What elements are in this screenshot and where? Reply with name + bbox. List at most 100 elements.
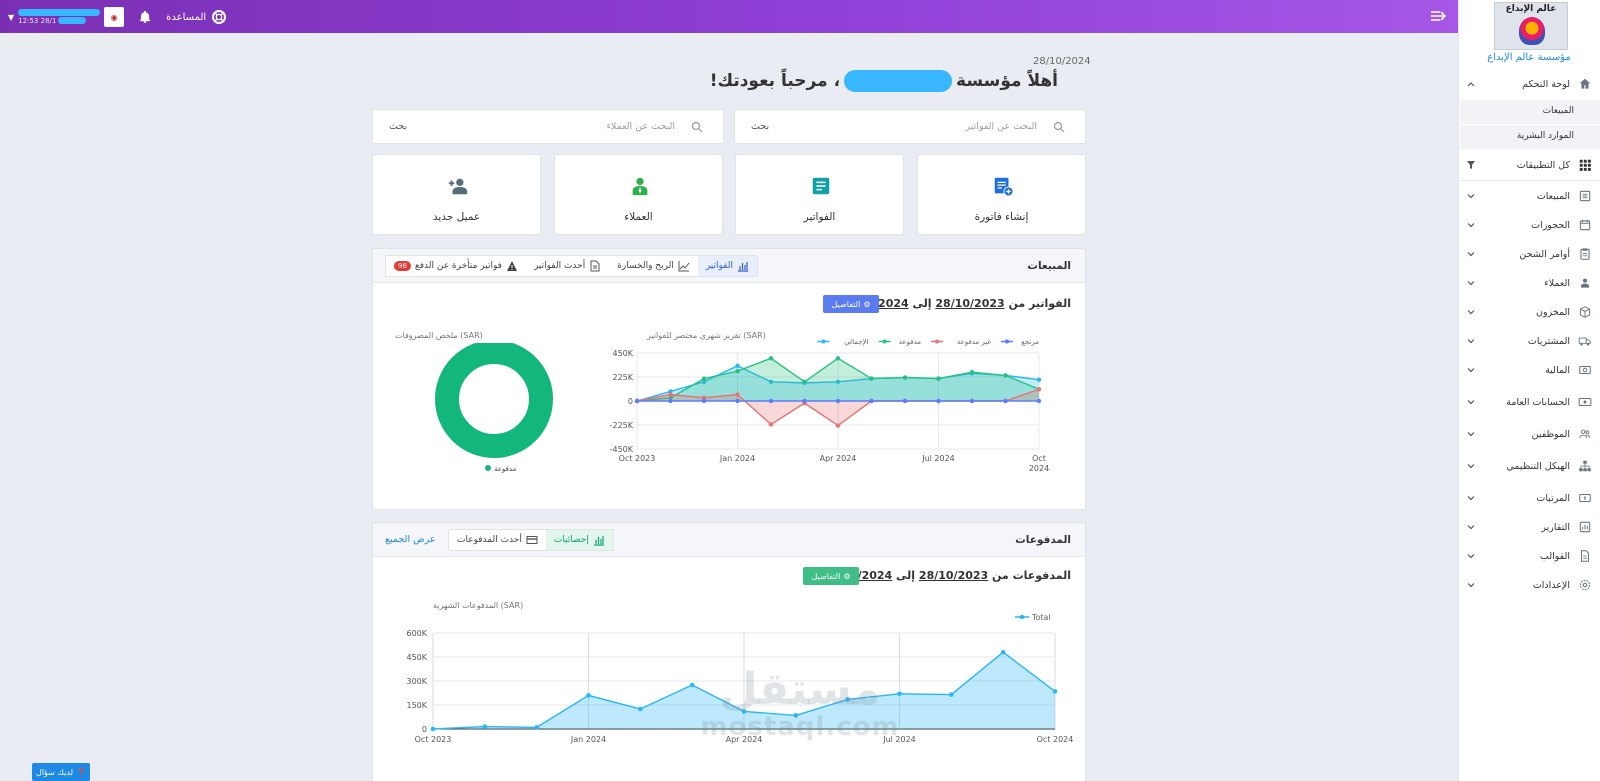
sidebar-item-bar-chart[interactable]: التقارير <box>1458 513 1600 541</box>
sidebar-toggle-icon[interactable] <box>1430 9 1446 23</box>
logo[interactable]: عالم الإبداع <box>1494 2 1568 50</box>
sidebar-item-list[interactable]: المبيعات <box>1458 182 1600 210</box>
users-icon <box>1580 278 1590 288</box>
search-clients-button[interactable]: بحث <box>389 121 408 132</box>
x-tick-label: Jan 2024 <box>570 735 606 744</box>
y-tick-label: 150K <box>406 701 427 710</box>
caret-down-icon[interactable]: ▼ <box>8 12 15 22</box>
chevron-down-icon[interactable] <box>1466 551 1476 561</box>
sidebar-item-truck[interactable]: المشتريات <box>1458 327 1600 355</box>
ask-question-button[interactable]: لديك سؤال ❓ <box>32 763 90 781</box>
payments-panel-header: المدفوعات إحصائيات أحدث المدفوعات عرض ال… <box>373 523 1085 557</box>
sidebar-item-payroll[interactable]: المرتبات <box>1458 484 1600 512</box>
company-name-redacted <box>844 70 953 92</box>
sidebar-item-label: أوامر الشحن <box>1519 248 1570 260</box>
sidebar-subitem-sales[interactable]: المبيعات <box>1460 100 1600 124</box>
chevron-up-icon[interactable] <box>1466 79 1476 89</box>
question-icon: ❓ <box>76 767 86 777</box>
legend-swatch-dot <box>882 339 887 344</box>
tab-latest-invoices[interactable]: أحدث الفواتير <box>526 256 609 276</box>
sidebar-item-box[interactable]: المخزون <box>1458 298 1600 326</box>
data-point-paid <box>969 370 975 375</box>
search-invoices-button[interactable]: بحث <box>751 121 770 132</box>
sidebar-item-all-apps[interactable]: كل التطبيقات <box>1458 151 1600 179</box>
sidebar-item-dashboard[interactable]: لوحة التحكم <box>1458 70 1600 98</box>
add-document-icon <box>994 177 1014 197</box>
tab-invoices[interactable]: الفواتير <box>697 256 757 276</box>
search-invoices-card[interactable]: البحث عن الفواتير بحث <box>734 109 1086 144</box>
sidebar-item-file[interactable]: القوالب <box>1458 542 1600 570</box>
chevron-down-icon[interactable] <box>1466 365 1476 375</box>
sidebar-item-clipboard[interactable]: أوامر الشحن <box>1458 240 1600 268</box>
x-tick-label: Jan 2024 <box>719 454 755 463</box>
create-invoice-tile[interactable]: إنشاء فاتورة <box>917 154 1086 235</box>
tab-overdue-invoices[interactable]: فواتير متأخرة عن الدفع 96 <box>386 256 526 276</box>
chevron-down-icon[interactable] <box>1466 493 1476 503</box>
chevron-down-icon[interactable] <box>1466 461 1476 471</box>
chevron-down-icon[interactable] <box>1466 249 1476 259</box>
data-point-total <box>689 682 695 688</box>
avatar[interactable]: ◉ <box>104 7 125 27</box>
data-point-returned <box>634 398 640 404</box>
clients-tile[interactable]: العملاء <box>554 154 723 235</box>
chevron-down-icon[interactable] <box>1466 580 1476 590</box>
sidebar-item-hierarchy[interactable]: الهيكل التنظيمي <box>1458 452 1600 480</box>
filter-icon[interactable] <box>1466 160 1476 170</box>
tab-profit-loss[interactable]: الربح والخسارة <box>609 256 698 276</box>
view-all-link[interactable]: عرض الجميع <box>385 534 436 545</box>
x-tick-label: Jul 2024 <box>882 735 916 744</box>
data-point-total <box>768 379 774 384</box>
sidebar-item-label: العملاء <box>1544 277 1570 289</box>
tab-stats[interactable]: إحصائيات <box>545 530 613 550</box>
bar-chart-icon <box>1579 521 1591 533</box>
chevron-down-icon[interactable] <box>1466 191 1476 201</box>
chevron-down-icon[interactable] <box>1466 397 1476 407</box>
data-point-total <box>845 697 850 702</box>
search-clients-input[interactable]: البحث عن العملاء <box>606 121 675 132</box>
home-icon <box>1579 78 1591 89</box>
new-client-tile[interactable]: عميل جديد <box>372 154 541 235</box>
x-tick-label: Oct 2023 <box>619 454 656 463</box>
user-menu[interactable]: ▼ 12:53 28/1 ◉ <box>8 7 125 27</box>
sidebar-item-gear[interactable]: الإعدادات <box>1458 571 1600 599</box>
sidebar-item-label: المرتبات <box>1536 492 1570 504</box>
help-button[interactable]: المساعدة <box>166 9 227 25</box>
data-point-paid <box>835 356 841 361</box>
tab-latest-payments[interactable]: أحدث المدفوعات <box>449 530 546 550</box>
warning-icon <box>506 261 517 271</box>
bar-chart-icon <box>737 262 748 272</box>
bell-icon[interactable] <box>138 10 152 24</box>
chevron-down-icon[interactable] <box>1466 336 1476 346</box>
sidebar-subitem-hr[interactable]: الموارد البشرية <box>1460 125 1600 149</box>
chevron-down-icon[interactable] <box>1466 522 1476 532</box>
data-point-total <box>1000 649 1006 655</box>
sidebar-item-calendar[interactable]: الحجوزات <box>1458 211 1600 239</box>
chevron-down-icon[interactable] <box>1466 278 1476 288</box>
sales-details-button[interactable]: التفاصيل ⚙ <box>823 295 879 313</box>
user-info[interactable]: 12:53 28/1 <box>18 8 101 26</box>
sidebar-item-users[interactable]: العملاء <box>1458 269 1600 297</box>
sidebar-item-label: كل التطبيقات <box>1516 159 1570 171</box>
invoices-tile[interactable]: الفواتير <box>735 154 904 235</box>
search-invoices-input[interactable]: البحث عن الفواتير <box>965 121 1037 132</box>
search-clients-card[interactable]: البحث عن العملاء بحث <box>372 109 724 144</box>
donut-caption: ملخص المصروفات (SAR) <box>395 331 483 340</box>
series-area-total <box>433 652 1055 729</box>
logo-text: عالم الإبداع <box>1505 4 1557 14</box>
search-icon <box>1053 121 1065 133</box>
data-point-paid <box>768 356 774 361</box>
chevron-down-icon[interactable] <box>1466 220 1476 230</box>
sidebar-item-people[interactable]: الموظفين <box>1458 420 1600 448</box>
payments-details-button[interactable]: التفاصيل ⚙ <box>803 567 859 585</box>
sales-tabs: الفواتير الربح والخسارة أحدث الفواتير فو… <box>385 255 758 277</box>
sidebar-item-money[interactable]: المالية <box>1458 356 1600 384</box>
sidebar-item-label: المخزون <box>1536 306 1570 318</box>
sidebar-item-label: القوالب <box>1539 550 1570 562</box>
sidebar-item-cash[interactable]: الحسابات العامة <box>1458 388 1600 416</box>
data-point-total <box>1036 377 1042 382</box>
chevron-down-icon[interactable] <box>1466 307 1476 317</box>
sales-panel-header: المبيعات الفواتير الربح والخسارة أحدث ال… <box>373 249 1085 283</box>
chevron-down-icon[interactable] <box>1466 429 1476 439</box>
data-point-paid <box>701 376 707 381</box>
sidebar-item-label: المبيعات <box>1536 190 1570 202</box>
